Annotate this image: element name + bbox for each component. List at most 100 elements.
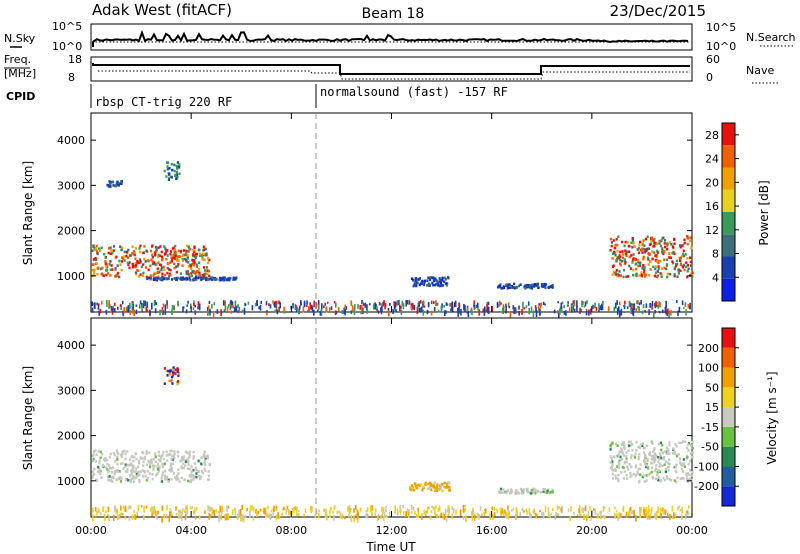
echo-cell — [411, 511, 413, 514]
echo-cell — [106, 462, 109, 466]
echo-cell — [173, 163, 176, 167]
echo-cell — [423, 509, 425, 515]
echo-cell — [594, 512, 597, 515]
echo-cell — [610, 244, 613, 248]
echo-cell — [536, 282, 539, 286]
echo-cell — [653, 460, 656, 464]
echo-cell — [450, 308, 452, 312]
echo-cell — [164, 304, 167, 309]
echo-cell — [690, 272, 693, 275]
echo-cell — [192, 455, 195, 458]
echo-cell — [108, 300, 110, 307]
echo-cell — [151, 512, 153, 517]
echo-cell — [505, 284, 508, 287]
echo-cell — [517, 284, 521, 288]
echo-cell — [96, 302, 98, 306]
echo-cell — [530, 492, 533, 495]
echo-cell — [173, 450, 176, 453]
echo-cell — [161, 307, 164, 310]
echo-cell — [174, 173, 177, 177]
echo-cell — [646, 459, 649, 462]
echo-cell — [170, 373, 173, 377]
echo-cell — [135, 476, 138, 480]
echo-cell — [377, 513, 380, 517]
echo-cell — [535, 310, 538, 318]
echo-cell — [377, 310, 380, 314]
echo-cell — [617, 473, 620, 477]
echo-cell — [251, 305, 254, 311]
echo-cell — [691, 440, 694, 444]
echo-cell — [473, 307, 475, 311]
echo-cell — [648, 452, 651, 456]
echo-cell — [508, 305, 511, 309]
echo-cell — [526, 511, 528, 515]
echo-cell — [232, 509, 234, 515]
echo-cell — [110, 470, 113, 474]
echo-cell — [611, 252, 614, 255]
echo-cell — [155, 474, 158, 477]
echo-cell — [454, 300, 457, 307]
echo-cell — [180, 459, 183, 462]
echo-cell — [165, 257, 168, 261]
echo-cell — [298, 310, 300, 314]
echo-cell — [476, 304, 478, 309]
echo-cell — [410, 505, 413, 510]
echo-cell — [204, 457, 207, 460]
echo-cell — [201, 471, 204, 475]
echo-cell — [539, 509, 541, 513]
echo-cell — [482, 308, 485, 312]
echo-cell — [173, 169, 176, 173]
echo-cell — [654, 302, 656, 306]
echo-cell — [120, 512, 122, 517]
echo-cell — [660, 267, 663, 270]
echo-cell — [657, 478, 660, 482]
echo-cell — [313, 300, 315, 308]
nave-series — [98, 70, 690, 80]
echo-cell — [659, 454, 662, 458]
echo-cell — [142, 271, 145, 275]
echo-cell — [513, 307, 515, 314]
echo-cell — [138, 258, 142, 261]
echo-cell — [91, 454, 94, 458]
echo-cell — [275, 300, 277, 308]
echo-cell — [180, 512, 182, 519]
echo-cell — [382, 509, 385, 513]
echo-cell — [380, 514, 382, 519]
echo-cell — [275, 508, 278, 511]
echo-cell — [446, 481, 449, 485]
echo-cell — [285, 508, 287, 515]
echo-cell — [135, 264, 138, 267]
echo-cell — [133, 253, 136, 257]
echo-cell — [202, 245, 205, 249]
echo-cell — [671, 245, 674, 248]
x-tick-label: 12:00 — [376, 524, 408, 537]
echo-cell — [622, 305, 625, 308]
echo-cell — [200, 456, 203, 460]
echo-cell — [180, 278, 183, 281]
echo-cell — [648, 243, 651, 246]
echo-cell — [435, 282, 438, 286]
echo-cell — [193, 462, 196, 465]
echo-cell — [580, 309, 582, 313]
echo-cell — [533, 285, 536, 288]
echo-cell — [176, 367, 179, 370]
echo-cell — [283, 506, 285, 510]
echo-cell — [459, 509, 462, 517]
echo-cell — [158, 270, 161, 274]
echo-cell — [632, 257, 635, 261]
echo-cell — [639, 512, 641, 518]
echo-cell — [155, 513, 157, 518]
echo-cell — [188, 276, 191, 280]
colorbar-tick-label: -15 — [701, 421, 719, 434]
echo-cell — [622, 268, 626, 272]
echo-cell — [112, 305, 114, 310]
colorbar-tick-label: 15 — [705, 401, 719, 414]
echo-cell — [131, 263, 134, 266]
nave-tick-high: 60 — [706, 53, 720, 66]
colorbar-segment — [722, 212, 735, 235]
echo-cell — [126, 468, 129, 471]
echo-cell — [394, 309, 396, 313]
echo-cell — [602, 514, 604, 518]
echo-cell — [615, 455, 618, 458]
echo-cell — [641, 267, 644, 270]
